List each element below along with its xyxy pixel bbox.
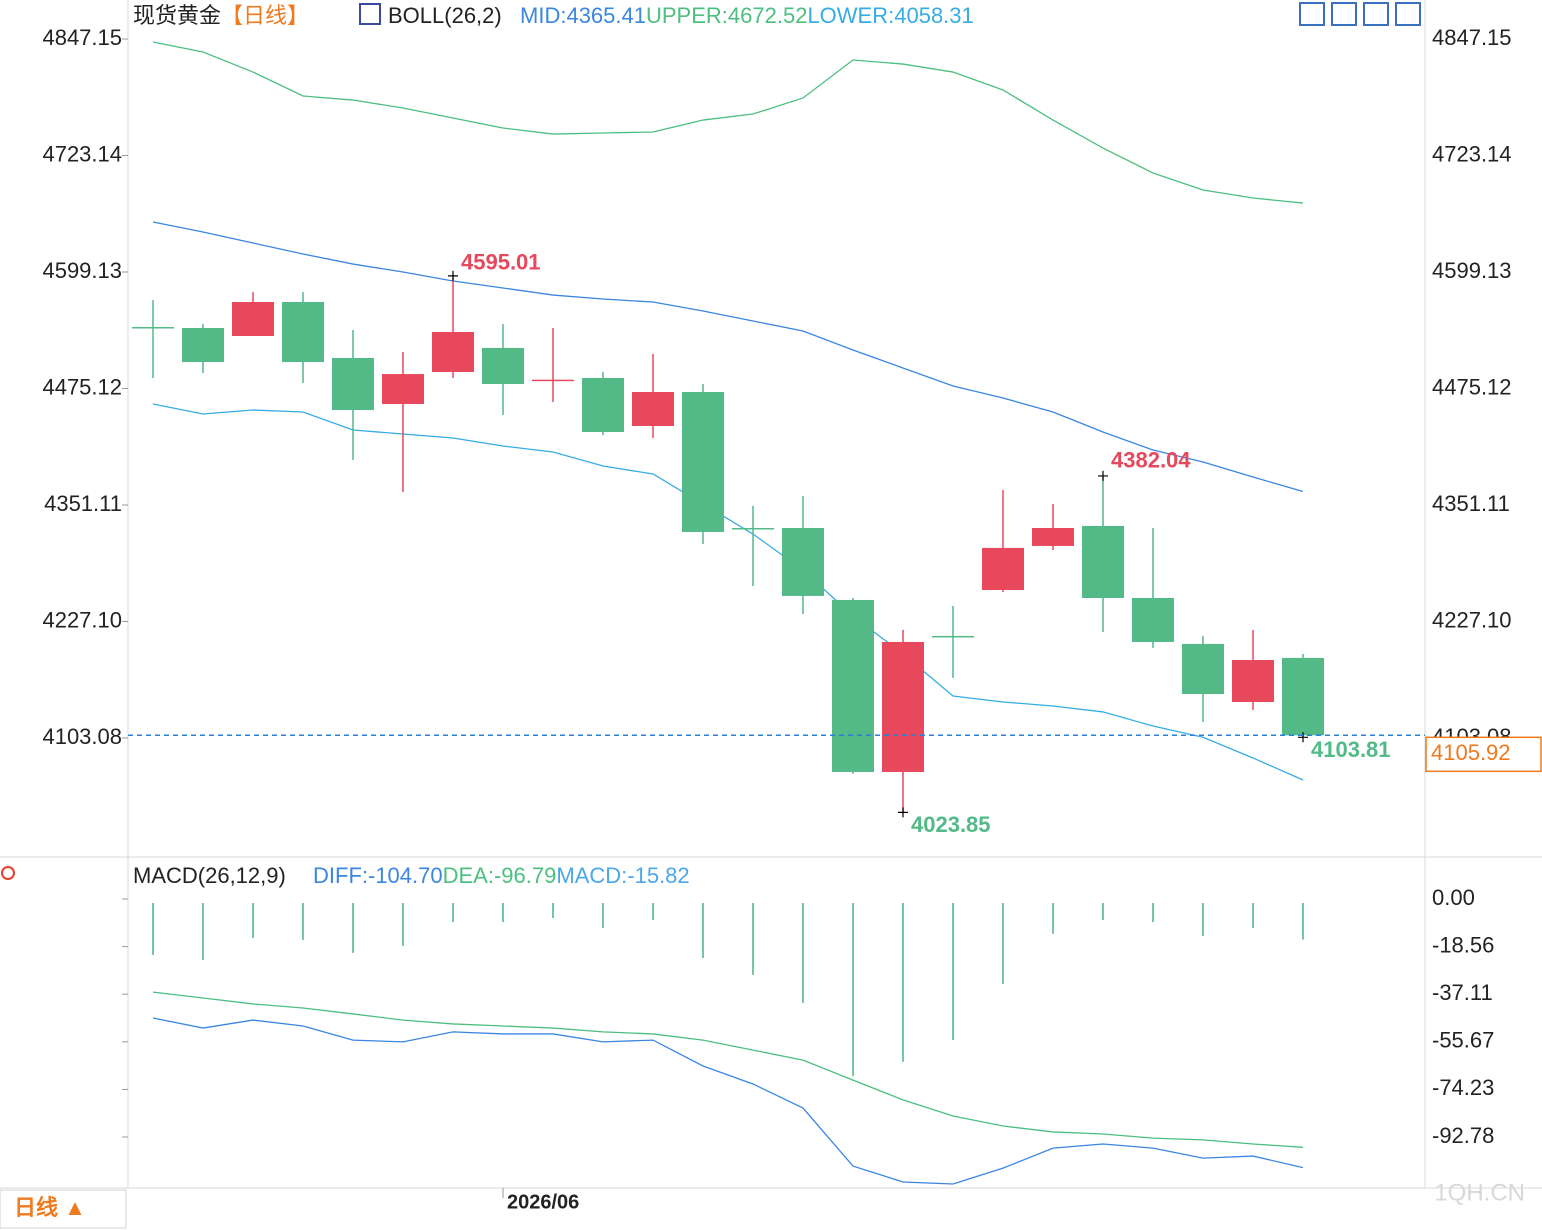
candle-body <box>1082 525 1124 598</box>
legend-value: 4058.31 <box>894 3 974 28</box>
legend-value: 4365.41 <box>566 3 646 28</box>
candle-body <box>282 302 324 363</box>
candle-body <box>1132 597 1174 642</box>
y-tick-label-right: 4351.11 <box>1432 491 1510 516</box>
extreme-label: 4382.04 <box>1111 448 1191 473</box>
settings-icon[interactable] <box>1 866 15 880</box>
macd-line <box>152 1017 1304 1185</box>
candle-body <box>982 547 1024 591</box>
y-tick-label-right: -55.67 <box>1432 1028 1494 1053</box>
period-button-label[interactable]: 日线 ▲ <box>14 1195 86 1220</box>
y-tick-label-right: 4475.12 <box>1432 374 1512 399</box>
candle-body <box>332 357 374 411</box>
price-header: 现货黄金【日线】 <box>133 3 309 28</box>
boll-legend: MID:4365.41UPPER:4672.52LOWER:4058.31 <box>520 3 974 28</box>
candle-body <box>1182 643 1224 694</box>
legend-value: -96.79 <box>494 863 556 888</box>
last-price-box <box>1425 736 1542 773</box>
y-tick-label-right: 4599.13 <box>1432 258 1512 283</box>
y-tick-label-right: -37.11 <box>1432 980 1493 1005</box>
y-tick-label-right: 0.00 <box>1432 885 1475 910</box>
candle-body <box>782 528 824 596</box>
candle-body <box>582 377 624 433</box>
candle-body <box>682 391 724 532</box>
extreme-label: 4595.01 <box>461 250 541 275</box>
extreme-label: 4103.81 <box>1311 737 1391 762</box>
boll-label: BOLL(26,2) <box>388 3 502 28</box>
candle-body <box>482 347 524 385</box>
legend-name: MACD: <box>556 863 627 888</box>
extreme-marker <box>1298 732 1308 743</box>
y-tick-label: 4475.12 <box>42 374 122 399</box>
candle-body <box>732 528 774 530</box>
extreme-marker <box>448 270 458 281</box>
candle-body <box>1282 657 1324 736</box>
boll-line <box>152 221 1304 493</box>
candle-body <box>132 326 174 329</box>
boll-line <box>152 403 1304 781</box>
y-tick-label-right: 4227.10 <box>1432 607 1512 632</box>
candle-body <box>632 391 674 426</box>
legend-value: 4672.52 <box>728 3 808 28</box>
period-label: 【日线】 <box>221 3 309 28</box>
candle-body <box>432 331 474 372</box>
period-button[interactable] <box>0 1189 127 1229</box>
candle-body <box>232 302 274 337</box>
toolbar-icons <box>1299 2 1421 26</box>
candle-body <box>882 641 924 772</box>
candle-body <box>532 379 574 382</box>
y-tick-label: 4103.08 <box>42 724 122 749</box>
instrument-title: 现货黄金 <box>133 3 221 28</box>
y-tick-label-right: -74.23 <box>1432 1075 1494 1100</box>
candle-body <box>832 599 874 772</box>
watermark: 1QH.CN <box>1434 1179 1525 1206</box>
y-tick-label-right: 4847.15 <box>1432 25 1512 50</box>
y-tick-label: 4847.15 <box>42 25 122 50</box>
candle-body <box>182 328 224 363</box>
candle-body <box>1032 528 1074 546</box>
tool-icon[interactable] <box>1299 2 1325 26</box>
legend-name: DIFF: <box>313 863 368 888</box>
extreme-label: 4023.85 <box>911 812 991 837</box>
candle-body <box>382 374 424 405</box>
y-tick-label-right: -92.78 <box>1432 1123 1494 1148</box>
extreme-marker <box>898 807 908 818</box>
boll-line <box>152 41 1304 204</box>
legend-name: MID: <box>520 3 566 28</box>
last-price-label: 4105.92 <box>1431 740 1511 765</box>
legend-value: -15.82 <box>627 863 689 888</box>
candle-body <box>1232 659 1274 702</box>
legend-name: DEA: <box>443 863 494 888</box>
tool-icon[interactable] <box>1331 2 1357 26</box>
legend-value: -104.70 <box>368 863 443 888</box>
y-tick-label: 4351.11 <box>44 491 122 516</box>
macd-legend: DIFF:-104.70DEA:-96.79MACD:-15.82 <box>313 863 690 888</box>
indicator-icon <box>359 3 381 25</box>
y-tick-label: 4227.10 <box>42 607 122 632</box>
x-tick-label: 2026/06 <box>507 1191 579 1213</box>
candle-body <box>932 635 974 638</box>
legend-name: LOWER: <box>807 3 894 28</box>
y-tick-label-right: -18.56 <box>1432 932 1494 957</box>
extreme-marker <box>1098 470 1108 481</box>
y-tick-label: 4723.14 <box>42 141 122 166</box>
y-tick-label: 4599.13 <box>42 258 122 283</box>
legend-name: UPPER: <box>646 3 728 28</box>
tool-icon[interactable] <box>1363 2 1389 26</box>
y-tick-label-right: 4723.14 <box>1432 141 1512 166</box>
macd-label: MACD(26,12,9) <box>133 863 286 888</box>
macd-line <box>152 991 1304 1148</box>
tool-icon[interactable] <box>1395 2 1421 26</box>
